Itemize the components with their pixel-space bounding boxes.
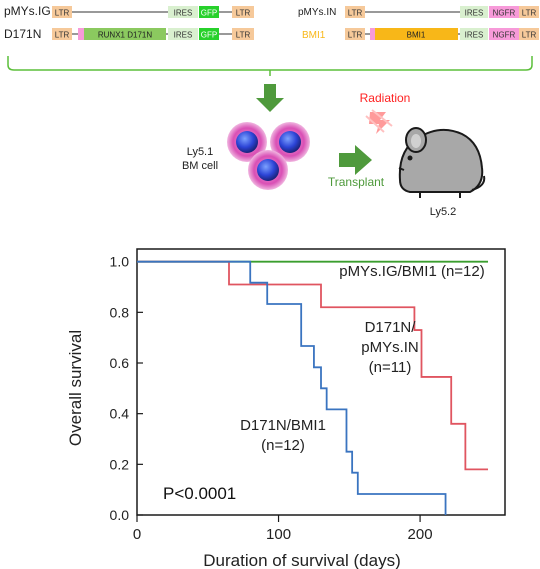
ltr-box — [345, 28, 365, 40]
donor-label-line1: Ly5.1 — [187, 146, 214, 158]
ngfr-label: NGFR — [493, 9, 516, 18]
ltr-label: LTR — [55, 9, 70, 18]
x-tick-label: 200 — [408, 526, 433, 543]
ltr-box — [52, 28, 72, 40]
x-tick-label: 0 — [133, 526, 141, 543]
construct-pmys-ig: pMYs.IG LTR IRES GFP LTR — [4, 4, 254, 18]
grouping-bracket — [7, 56, 533, 71]
ngfr-box — [489, 28, 519, 40]
ltr-box — [519, 6, 539, 18]
y-tick-label: 0.4 — [110, 406, 130, 422]
gfp-label: GFP — [201, 31, 217, 40]
construct-bmi1: BMI1 LTR BMI1 IRES NGFR LTR — [302, 28, 539, 41]
down-arrow-icon — [256, 84, 284, 112]
donor-label-line2: BM cell — [182, 160, 218, 172]
runx1-d171n-label: RUNX1 D171N — [98, 31, 152, 40]
y-tick-label: 0.6 — [110, 355, 130, 371]
y-axis-label: Overall survival — [66, 330, 85, 446]
x-axis-label: Duration of survival (days) — [203, 551, 400, 569]
ires-box — [460, 28, 488, 40]
x-axis: 0 100 200 — [133, 515, 433, 543]
p-value-annotation: P<0.0001 — [163, 484, 236, 503]
construct-diagrams: pMYs.IG LTR IRES GFP LTR D171N LTR RUNX1… — [4, 4, 539, 76]
construct-name-d171n: D171N — [4, 27, 41, 41]
construct-d171n: D171N LTR RUNX1 D171N IRES GFP LTR — [4, 27, 254, 41]
construct-pmys-in: pMYs.IN LTR IRES NGFR LTR — [298, 6, 539, 18]
gfp-box — [199, 28, 219, 40]
bmi1-box — [375, 28, 458, 40]
mouse-icon — [398, 127, 486, 198]
curve-d171n-pmys-in — [137, 260, 489, 471]
series-labels: pMYs.IG/BMI1 (n=12) D171N/pMYs.IN (n=11) D1… — [240, 263, 485, 454]
pink-tag-box — [370, 28, 375, 40]
ltr-label: LTR — [522, 9, 537, 18]
gfp-box — [199, 6, 219, 18]
ltr-box — [232, 6, 254, 18]
recipient-label: Ly5.2 — [430, 206, 457, 218]
bm-cells-icon — [227, 122, 310, 190]
label-d171n-bmi1: D171N/BMI1 (n=12) — [240, 417, 326, 454]
ltr-label: LTR — [348, 9, 363, 18]
ltr-label: LTR — [522, 31, 537, 40]
ngfr-box — [489, 6, 519, 18]
ltr-label: LTR — [55, 31, 70, 40]
transplant-label: Transplant — [328, 175, 385, 189]
y-tick-label: 0.0 — [110, 507, 130, 523]
ires-box — [168, 6, 198, 18]
pink-tag-box — [78, 28, 84, 40]
x-tick-label: 100 — [266, 526, 291, 543]
survival-curves — [137, 260, 489, 515]
ltr-box — [52, 6, 72, 18]
ltr-box — [345, 6, 365, 18]
label-pmys-ig-bmi1: pMYs.IG/BMI1 (n=12) — [339, 263, 484, 280]
right-arrow-icon — [339, 145, 372, 175]
ires-label: IRES — [465, 31, 484, 40]
ires-box — [460, 6, 488, 18]
survival-chart: 0.0 0.2 0.4 0.6 0.8 1.0 0 100 200 pMYs.IG/BMI1 … — [66, 248, 506, 569]
curve-d171n-bmi1 — [137, 260, 447, 515]
ltr-label: LTR — [236, 31, 251, 40]
bmi1-label: BMI1 — [407, 31, 426, 40]
radiation-label: Radiation — [360, 91, 411, 105]
ires-label: IRES — [174, 9, 193, 18]
ires-label: IRES — [465, 9, 484, 18]
experiment-illustration: Ly5.1 BM cell Transplant Radiation Ly5.2 — [182, 84, 486, 218]
y-tick-label: 1.0 — [110, 254, 130, 270]
y-tick-label: 0.8 — [110, 304, 130, 320]
plot-frame — [136, 248, 506, 516]
construct-name-bmi1: BMI1 — [302, 30, 326, 41]
ltr-label: LTR — [236, 9, 251, 18]
ltr-box — [519, 28, 539, 40]
y-tick-label: 0.2 — [110, 456, 130, 472]
ires-label: IRES — [174, 31, 193, 40]
gfp-label: GFP — [201, 9, 217, 18]
label-d171n-pmys-in: D171N/pMYs.IN (n=11) — [361, 319, 419, 376]
runx1-d171n-box — [84, 28, 166, 40]
ltr-box — [232, 28, 254, 40]
ltr-label: LTR — [348, 31, 363, 40]
y-axis: 0.0 0.2 0.4 0.6 0.8 1.0 — [110, 254, 143, 523]
construct-name-pmys-in: pMYs.IN — [298, 7, 336, 18]
ngfr-label: NGFR — [493, 31, 516, 40]
construct-name-pmys-ig: pMYs.IG — [4, 4, 51, 18]
ires-box — [168, 28, 198, 40]
radiation-icon — [365, 109, 393, 134]
